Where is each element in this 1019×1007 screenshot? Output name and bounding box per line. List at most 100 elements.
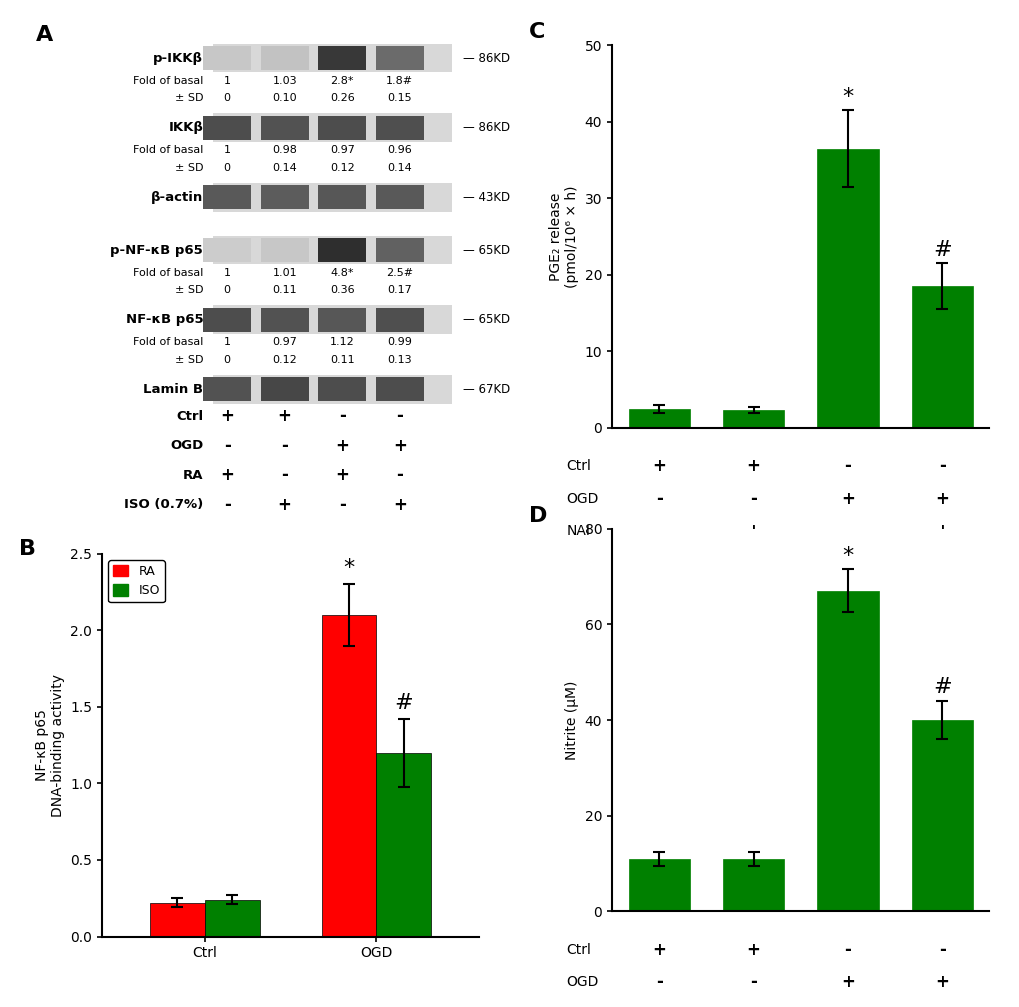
- Text: ± SD: ± SD: [174, 354, 203, 365]
- Y-axis label: PGE₂ release
(pmol/10⁶ × h): PGE₂ release (pmol/10⁶ × h): [548, 185, 579, 288]
- Text: -: -: [749, 489, 756, 508]
- Text: -: -: [396, 466, 403, 484]
- Bar: [318, 185, 366, 209]
- Text: — 43KD: — 43KD: [463, 191, 510, 203]
- Text: -: -: [338, 407, 345, 425]
- Text: -: -: [749, 973, 756, 991]
- Text: — 86KD: — 86KD: [463, 51, 510, 64]
- Text: Fold of basal: Fold of basal: [132, 268, 203, 278]
- Bar: [213, 44, 452, 73]
- Text: +: +: [934, 489, 949, 508]
- Bar: [376, 753, 431, 937]
- Bar: [261, 116, 309, 140]
- Text: — 65KD: — 65KD: [463, 313, 510, 326]
- Text: OGD: OGD: [567, 975, 598, 989]
- Text: β-actin: β-actin: [151, 191, 203, 203]
- Text: +: +: [746, 523, 760, 541]
- Text: +: +: [746, 457, 760, 475]
- Text: NAI: NAI: [567, 525, 590, 539]
- Bar: [203, 239, 251, 262]
- Text: 0.12: 0.12: [329, 163, 355, 173]
- Text: #: #: [932, 240, 951, 260]
- Y-axis label: Nitrite (μM): Nitrite (μM): [565, 681, 579, 759]
- Bar: [375, 239, 423, 262]
- Bar: [375, 116, 423, 140]
- Text: 0.14: 0.14: [272, 163, 297, 173]
- Text: -: -: [844, 457, 851, 475]
- Text: -: -: [844, 941, 851, 959]
- Text: -: -: [223, 437, 230, 455]
- Text: — 67KD: — 67KD: [463, 383, 510, 396]
- Text: +: +: [651, 457, 665, 475]
- Text: -: -: [937, 457, 945, 475]
- Bar: [375, 308, 423, 331]
- Text: 0.97: 0.97: [329, 145, 355, 155]
- Text: #: #: [932, 677, 951, 697]
- Text: -: -: [281, 466, 287, 484]
- Text: 0: 0: [223, 285, 230, 295]
- Text: RA: RA: [182, 469, 203, 482]
- Text: Ctrl: Ctrl: [567, 943, 591, 957]
- Text: 0: 0: [223, 354, 230, 365]
- Text: -: -: [655, 523, 662, 541]
- Bar: [213, 375, 452, 404]
- Text: +: +: [335, 437, 348, 455]
- Text: B: B: [19, 539, 36, 559]
- Bar: [261, 46, 309, 70]
- Text: 1.8#: 1.8#: [386, 76, 413, 86]
- Bar: [911, 286, 972, 428]
- Text: 1: 1: [223, 145, 230, 155]
- Text: 2.5#: 2.5#: [386, 268, 413, 278]
- Text: ISO (0.7%): ISO (0.7%): [124, 498, 203, 512]
- Text: — 65KD: — 65KD: [463, 244, 510, 257]
- Text: 0.98: 0.98: [272, 145, 297, 155]
- Text: #: #: [394, 693, 413, 713]
- Text: 0: 0: [223, 94, 230, 104]
- Text: Fold of basal: Fold of basal: [132, 337, 203, 347]
- Text: 0.17: 0.17: [387, 285, 412, 295]
- Bar: [150, 903, 205, 937]
- Text: -: -: [655, 973, 662, 991]
- Text: -: -: [223, 496, 230, 514]
- Bar: [205, 900, 260, 937]
- Bar: [203, 185, 251, 209]
- Text: 0.99: 0.99: [387, 337, 412, 347]
- Text: Fold of basal: Fold of basal: [132, 76, 203, 86]
- Text: +: +: [277, 496, 291, 514]
- Text: -: -: [655, 489, 662, 508]
- Bar: [203, 116, 251, 140]
- Text: 0.36: 0.36: [329, 285, 355, 295]
- Bar: [203, 46, 251, 70]
- Bar: [722, 859, 784, 911]
- Bar: [321, 615, 376, 937]
- Bar: [375, 46, 423, 70]
- Text: ± SD: ± SD: [174, 94, 203, 104]
- Text: -: -: [937, 941, 945, 959]
- Text: +: +: [934, 523, 949, 541]
- Text: Ctrl: Ctrl: [176, 410, 203, 423]
- Text: +: +: [277, 407, 291, 425]
- Text: +: +: [220, 407, 234, 425]
- Bar: [318, 239, 366, 262]
- Text: 1: 1: [223, 268, 230, 278]
- Bar: [318, 46, 366, 70]
- Bar: [213, 114, 452, 142]
- Bar: [628, 859, 689, 911]
- Text: -: -: [844, 1006, 851, 1007]
- Text: Fold of basal: Fold of basal: [132, 145, 203, 155]
- Text: Ctrl: Ctrl: [567, 459, 591, 473]
- Text: 1.01: 1.01: [272, 268, 297, 278]
- Text: 0.12: 0.12: [272, 354, 297, 365]
- Text: -: -: [396, 407, 403, 425]
- Text: 0.14: 0.14: [387, 163, 412, 173]
- Text: 0.15: 0.15: [387, 94, 412, 104]
- Bar: [628, 409, 689, 428]
- Bar: [318, 116, 366, 140]
- Text: Lamin B: Lamin B: [143, 383, 203, 396]
- Text: A: A: [36, 25, 53, 45]
- Text: +: +: [840, 973, 854, 991]
- Text: +: +: [335, 466, 348, 484]
- Bar: [203, 308, 251, 331]
- Text: -: -: [338, 496, 345, 514]
- Text: 4.8*: 4.8*: [330, 268, 354, 278]
